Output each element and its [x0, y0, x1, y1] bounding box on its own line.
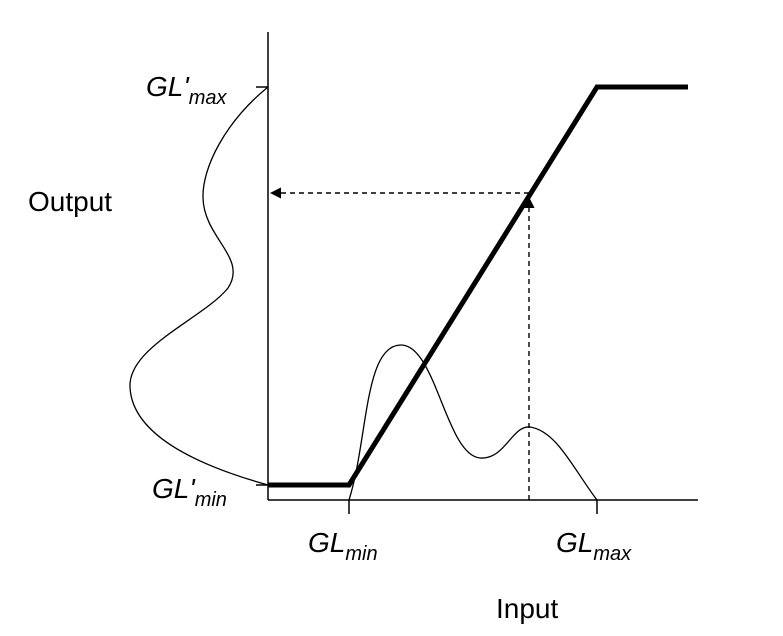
- output-axis-label: Output: [28, 186, 112, 217]
- input-axis-label: Input: [496, 593, 558, 624]
- input-histogram-curve: [348, 344, 598, 501]
- output-histogram-curve: [129, 86, 269, 486]
- gl-max-label: GLmax: [556, 527, 632, 565]
- transfer-function-line: [268, 84, 688, 488]
- gl-prime-min-label: GL'min: [152, 473, 227, 511]
- gl-prime-max-label: GL'max: [146, 71, 227, 109]
- gl-min-label: GLmin: [308, 527, 378, 565]
